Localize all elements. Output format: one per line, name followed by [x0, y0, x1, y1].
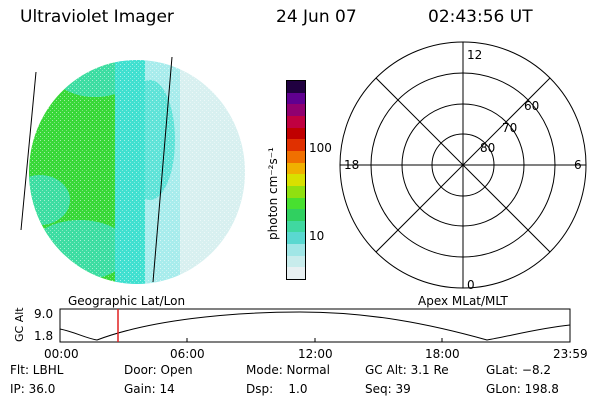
footer-ip: IP: 36.0	[10, 382, 56, 396]
terminator-line-left	[20, 71, 37, 231]
footer-glat: GLat: −8.2	[486, 363, 552, 377]
colorbar-unit-label: photon cm⁻²s⁻¹	[266, 147, 280, 240]
altitude-xtick-0600: 06:00	[170, 347, 205, 361]
colorbar-segment	[287, 185, 305, 198]
instrument-title: Ultraviolet Imager	[20, 7, 174, 27]
colorbar-tick-10: 10	[309, 229, 325, 243]
colorbar-segment	[287, 267, 305, 279]
footer-filter: Flt: LBHL	[10, 363, 64, 377]
altitude-plot-frame	[59, 308, 571, 343]
colorbar-segment	[287, 139, 305, 151]
colorbar-segment	[287, 104, 305, 117]
globe-image	[20, 56, 245, 284]
altitude-xtick-1200: 12:00	[298, 347, 333, 361]
colorbar-segment	[287, 209, 305, 221]
polar-diagonal-2	[375, 77, 551, 253]
footer-seq: Seq: 39	[365, 382, 411, 396]
footer-glon: GLon: 198.8	[486, 382, 559, 396]
altitude-ytick-1.8: 1.8	[34, 329, 53, 343]
polar-label-18: 18	[344, 158, 359, 172]
polar-ring-label-70: 70	[502, 121, 517, 135]
colorbar-segment	[287, 220, 305, 233]
altitude-xtick-0000: 00:00	[44, 347, 79, 361]
colorbar-segment	[287, 255, 305, 268]
altitude-plot: GC Alt 9.0 1.8 00:00 06:00 12:00 18:00 2…	[13, 307, 588, 361]
footer-mode: Mode: Normal	[246, 363, 330, 377]
colorbar-segment	[287, 127, 305, 140]
colorbar-segment	[287, 92, 305, 105]
date-label: 24 Jun 07	[276, 7, 357, 27]
polar-grid: 12 0 18 6 80 70 60	[339, 41, 587, 292]
terminator-line-right	[152, 56, 173, 283]
footer-door: Door: Open	[124, 363, 193, 377]
footer-gain: Gain: 14	[124, 382, 175, 396]
altitude-xtick-1800: 18:00	[425, 347, 460, 361]
polar-label-6: 6	[574, 158, 582, 172]
colorbar-tick-100: 100	[309, 141, 332, 155]
altitude-curve	[59, 311, 571, 341]
time-label: 02:43:56 UT	[428, 7, 533, 27]
altitude-xtick-2359: 23:59	[553, 347, 588, 361]
footer-dsp: Dsp: 1.0	[246, 382, 308, 396]
altitude-ytick-9: 9.0	[34, 307, 53, 321]
apex-label: Apex MLat/MLT	[418, 294, 508, 308]
colorbar-segment	[287, 81, 305, 93]
colorbar	[286, 80, 306, 280]
footer-gc-alt: GC Alt: 3.1 Re	[365, 363, 449, 377]
geographic-label: Geographic Lat/Lon	[68, 294, 186, 308]
colorbar-segment	[287, 116, 305, 128]
colorbar-segment	[287, 162, 305, 175]
polar-ring-label-80: 80	[480, 141, 495, 155]
colorbar-segment	[287, 197, 305, 210]
colorbar-segment	[287, 174, 305, 186]
colorbar-segment	[287, 150, 305, 163]
colorbar-segment	[287, 244, 305, 256]
polar-ring-label-60: 60	[524, 99, 539, 113]
colorbar-segment	[287, 232, 305, 245]
polar-label-0: 0	[467, 278, 475, 292]
altitude-ylabel: GC Alt	[13, 307, 26, 342]
polar-label-12: 12	[467, 48, 482, 62]
